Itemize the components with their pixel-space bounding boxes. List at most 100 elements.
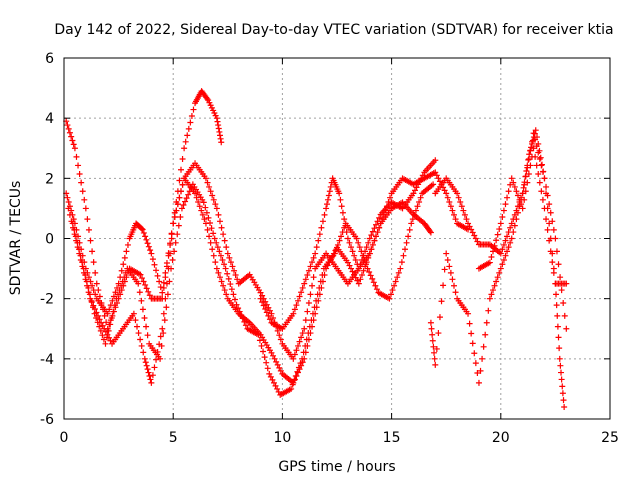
data-point [497,250,504,257]
data-point [290,310,297,317]
data-point [412,207,419,214]
data-point [458,203,465,210]
data-point [309,259,316,266]
data-point [522,173,529,180]
data-point [397,265,404,272]
data-point [376,224,383,231]
data-point [123,248,130,255]
y-tick-label: 4 [45,111,54,127]
data-point [135,280,142,287]
data-point [137,336,144,343]
data-point [154,272,161,279]
data-point [427,229,434,236]
data-point [96,316,103,323]
data-point [463,216,470,223]
data-point [316,284,323,291]
data-point [504,194,511,201]
data-point [295,369,301,376]
data-point [447,203,454,210]
data-point [66,129,73,136]
data-point [223,244,230,251]
data-point [310,274,317,281]
data-point [502,252,509,259]
data-point [198,207,205,214]
data-point [312,250,319,257]
data-point [400,252,407,259]
data-point [110,308,117,315]
data-point [429,331,436,338]
data-point [324,201,331,208]
data-point [186,188,193,195]
data-point [207,188,214,195]
data-point [234,276,241,283]
data-point [510,179,517,186]
data-point [138,297,145,304]
data-point [447,269,454,276]
data-point [301,280,308,287]
data-point [289,381,296,388]
data-point [438,298,445,305]
data-point [435,175,442,182]
data-point [214,244,221,251]
data-point [356,244,363,251]
data-point [180,201,187,208]
data-point [262,305,269,312]
data-point [270,315,277,322]
data-point [82,272,89,279]
data-point [138,342,145,349]
data-point [268,349,275,356]
data-point [507,239,514,246]
data-point [224,270,231,277]
data-point [99,322,106,329]
y-tick-label: -4 [40,352,54,368]
data-point [168,230,175,237]
data-point [220,282,227,289]
data-point [85,284,92,291]
data-point [519,190,526,197]
data-point [444,256,451,263]
data-point [121,254,128,261]
data-point [162,269,169,276]
data-point [171,248,178,255]
x-axis-label: GPS time / hours [278,459,395,475]
data-point [353,235,360,242]
data-point [546,237,553,244]
data-point [491,282,498,289]
data-point [104,334,111,341]
data-point [71,145,78,152]
data-point [314,291,321,298]
data-point [304,272,311,279]
data-point [272,382,279,389]
data-point [483,319,490,326]
data-point [140,229,147,236]
data-point [472,235,479,242]
data-point [452,289,459,296]
data-point [65,125,72,132]
data-point [291,351,298,358]
data-point [157,355,164,362]
data-point [176,194,183,201]
data-point [471,232,478,239]
data-point [543,216,550,223]
data-point [230,291,237,298]
data-point [550,269,557,276]
data-point [369,275,376,282]
data-point [348,244,355,251]
data-point [366,269,373,276]
y-tick-label: 0 [45,232,54,248]
data-point [560,299,567,306]
data-point [90,304,97,311]
data-point [75,162,82,169]
data-point [496,269,503,276]
data-point [93,280,100,287]
y-tick-label: -2 [40,292,54,308]
data-point [480,343,487,350]
data-point [346,239,353,246]
data-point [225,275,232,282]
data-point [486,295,493,302]
data-point [502,201,509,208]
data-point [307,263,314,270]
y-axis-label: SDTVAR / TECUs [8,181,24,296]
data-point [90,259,97,266]
data-point [276,332,283,339]
